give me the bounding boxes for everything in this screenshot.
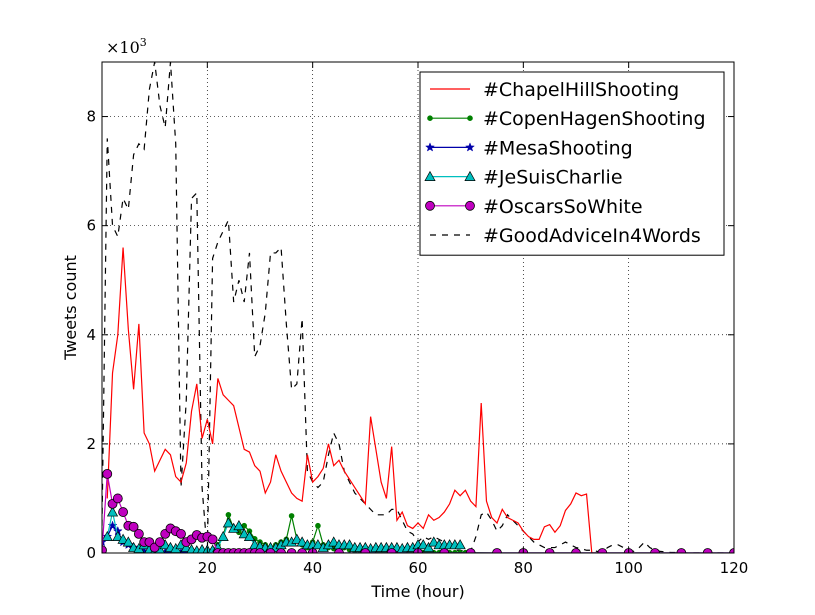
series-jesuischarlie	[102, 506, 466, 553]
data-point	[467, 115, 473, 121]
legend-entry: #CopenHagenShooting	[427, 108, 706, 130]
y-multiplier-base: ×10	[106, 38, 140, 57]
data-point	[102, 530, 113, 541]
data-point	[176, 529, 186, 539]
data-point	[297, 548, 308, 553]
legend-label: #MesaShooting	[483, 137, 633, 159]
series-oscarssowhite	[102, 468, 734, 553]
series-line	[106, 247, 608, 553]
data-point	[650, 548, 660, 553]
data-point	[334, 548, 344, 553]
data-point	[276, 548, 286, 553]
data-point	[424, 170, 436, 181]
legend-label: #GoodAdviceIn4Words	[483, 225, 701, 247]
data-point	[571, 548, 581, 553]
data-point	[296, 536, 308, 547]
legend: #ChapelHillShooting #CopenHagenShooting #M…	[419, 71, 725, 256]
y-tick-label: 0	[86, 544, 96, 562]
data-point	[225, 512, 232, 518]
data-point	[597, 548, 608, 553]
data-point	[465, 142, 475, 152]
series-line	[207, 512, 734, 553]
data-point	[222, 517, 234, 528]
data-point	[360, 548, 371, 553]
data-point	[425, 200, 435, 211]
data-point	[422, 541, 435, 552]
axis-ticks: 20 40 60 80 100 120 0 2 4 6 8	[86, 62, 748, 577]
data-point	[233, 520, 245, 531]
data-point	[427, 115, 433, 121]
x-tick-label: 60	[408, 559, 427, 577]
data-point	[425, 142, 435, 152]
y-axis-label: Tweets count	[61, 255, 80, 361]
legend-label: #CopenHagenShooting	[483, 108, 706, 130]
legend-box	[419, 71, 725, 256]
legend-label: #JeSuisCharlie	[483, 167, 623, 189]
legend-label: #OscarsSoWhite	[483, 196, 643, 218]
data-point	[102, 468, 113, 479]
legend-entry: #OscarsSoWhite	[425, 196, 643, 218]
series-chapelhillshooting	[106, 247, 608, 553]
y-tick-label: 8	[86, 108, 96, 126]
data-point	[122, 536, 134, 547]
data-point	[492, 548, 502, 553]
data-point	[117, 533, 129, 544]
legend-entry: #ChapelHillShooting	[430, 79, 679, 101]
data-point	[702, 548, 713, 553]
legend-label: #ChapelHillShooting	[483, 79, 679, 101]
x-axis-label: Time (hour)	[370, 582, 464, 601]
data-point	[676, 548, 687, 553]
data-point	[102, 545, 107, 553]
legend-entry: #GoodAdviceIn4Words	[430, 225, 701, 247]
data-point	[386, 548, 397, 553]
data-point	[465, 200, 475, 211]
y-tick-label: 6	[86, 217, 96, 235]
legend-entry: #JeSuisCharlie	[424, 167, 623, 189]
legend-entry: #MesaShooting	[425, 137, 633, 159]
data-point	[128, 521, 139, 532]
data-point	[544, 548, 555, 553]
data-point	[328, 536, 340, 547]
data-point	[343, 539, 356, 550]
x-tick-label: 100	[614, 559, 643, 577]
data-point	[286, 548, 297, 553]
data-point	[112, 493, 123, 504]
data-point	[207, 534, 218, 545]
data-point	[112, 530, 124, 541]
data-point	[288, 513, 295, 519]
data-point	[465, 548, 476, 553]
data-point	[243, 530, 256, 541]
data-point	[312, 539, 324, 550]
data-point	[291, 533, 303, 544]
data-point	[238, 528, 250, 539]
data-point	[217, 530, 229, 541]
y-axis-multiplier: ×103	[106, 36, 147, 57]
data-point	[265, 548, 276, 553]
data-point	[454, 539, 466, 550]
data-point	[729, 548, 734, 553]
data-point	[315, 522, 321, 529]
x-tick-label: 120	[720, 559, 749, 577]
x-tick-label: 20	[198, 559, 217, 577]
data-point	[417, 539, 429, 550]
data-point	[428, 536, 440, 547]
data-point	[255, 548, 265, 553]
y-multiplier-exponent: 3	[140, 36, 147, 49]
data-point	[155, 537, 165, 547]
x-tick-label: 80	[514, 559, 533, 577]
x-tick-label: 40	[303, 559, 322, 577]
data-point	[439, 548, 450, 553]
data-point	[106, 506, 119, 517]
data-point	[133, 529, 144, 539]
y-tick-label: 2	[86, 435, 96, 453]
data-point	[464, 170, 476, 181]
y-tick-label: 4	[86, 326, 96, 344]
data-point	[118, 507, 128, 517]
